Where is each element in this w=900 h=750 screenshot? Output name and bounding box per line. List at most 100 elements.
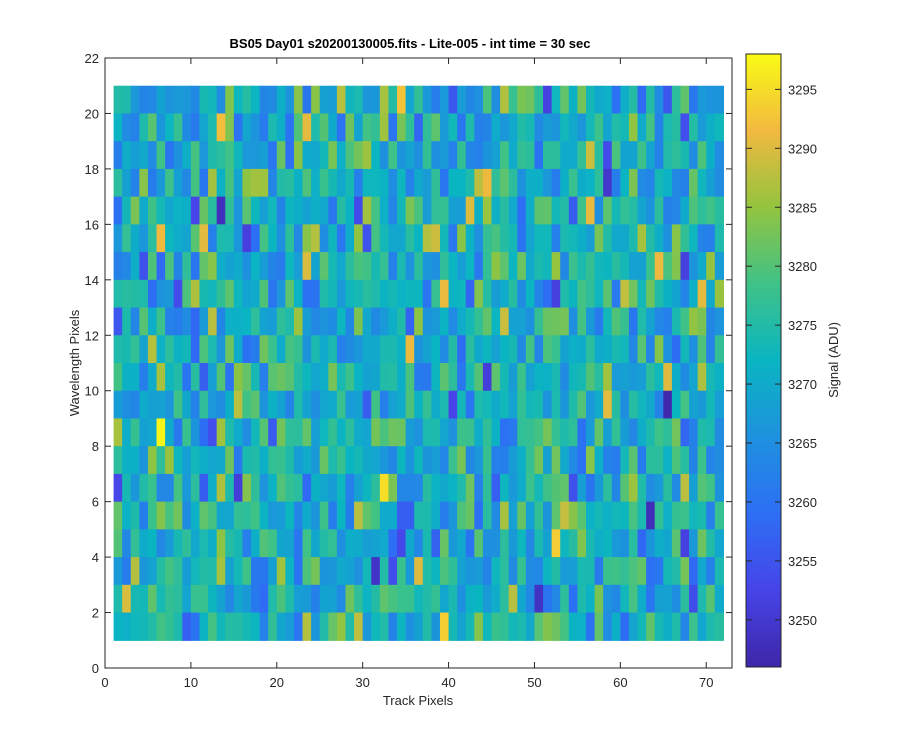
heatmap-cell [302, 141, 312, 170]
heatmap-cell [611, 612, 621, 641]
heatmap-cell [560, 279, 570, 309]
heatmap-cell [628, 335, 639, 364]
heatmap-cell [508, 335, 518, 364]
heatmap-cell [637, 168, 647, 198]
heatmap-cell [457, 113, 467, 142]
heatmap-cell [517, 307, 527, 336]
heatmap-cell [568, 612, 578, 641]
heatmap-cell [147, 418, 158, 447]
heatmap-cell [414, 85, 424, 115]
heatmap-cell [251, 168, 261, 198]
heatmap-cell [182, 335, 192, 364]
heatmap-cell [568, 557, 578, 586]
heatmap-cell [706, 85, 716, 115]
heatmap-cell [397, 390, 407, 420]
heatmap-cell [585, 196, 596, 225]
heatmap-cell [500, 335, 510, 364]
heatmap-cell [379, 363, 390, 392]
heatmap-cell [500, 557, 510, 586]
heatmap-cell [577, 501, 587, 530]
heatmap-cell [165, 252, 175, 281]
heatmap-cell [482, 279, 493, 309]
heatmap-cell [130, 473, 140, 503]
heatmap-cell [173, 418, 183, 447]
heatmap-cell [517, 113, 527, 142]
heatmap-cell [362, 584, 372, 614]
heatmap-cell [319, 501, 329, 530]
colorbar-tick-label: 3285 [788, 200, 817, 215]
heatmap-cell [482, 335, 493, 364]
heatmap-cell [628, 390, 639, 420]
heatmap-cell [293, 390, 304, 420]
heatmap-cell [671, 446, 682, 475]
heatmap-cell [388, 501, 398, 530]
heatmap-cell [611, 85, 621, 115]
heatmap-cell [268, 363, 278, 392]
heatmap-cell [457, 141, 467, 170]
heatmap-cell [465, 196, 475, 225]
heatmap-cell [165, 418, 175, 447]
heatmap-cell [122, 224, 132, 253]
heatmap-cell [585, 418, 596, 447]
heatmap-cell [517, 224, 527, 253]
heatmap-cell [482, 446, 493, 475]
heatmap-cell [594, 418, 604, 447]
heatmap-cell [603, 307, 613, 336]
heatmap-cell [216, 418, 226, 447]
heatmap-cell [354, 390, 364, 420]
heatmap-cell [165, 168, 175, 198]
heatmap-cell [628, 473, 639, 503]
heatmap-cell [130, 584, 140, 614]
heatmap-cell [276, 113, 286, 142]
heatmap-cell [199, 390, 209, 420]
heatmap-cell [560, 141, 570, 170]
heatmap-cell [216, 501, 226, 530]
heatmap-cell [517, 335, 527, 364]
heatmap-cell [680, 612, 690, 641]
heatmap-cell [422, 501, 432, 530]
heatmap-cell [508, 168, 518, 198]
heatmap-cell [122, 363, 132, 392]
heatmap-cell [671, 501, 682, 530]
heatmap-cell [268, 501, 278, 530]
heatmap-cell [354, 279, 364, 309]
y-tick-label: 14 [85, 273, 99, 288]
heatmap-cell [302, 612, 312, 641]
heatmap-cell [259, 168, 269, 198]
heatmap-cell [517, 584, 527, 614]
heatmap-cell [268, 335, 278, 364]
heatmap-cell [216, 363, 226, 392]
heatmap-cell [585, 307, 596, 336]
heatmap-cell [697, 446, 707, 475]
heatmap-cell [311, 196, 321, 225]
heatmap-cell [165, 446, 175, 475]
heatmap-cell [216, 113, 226, 142]
heatmap-cell [585, 584, 596, 614]
heatmap-cell [242, 390, 252, 420]
heatmap-cell [646, 473, 656, 503]
y-tick-label: 22 [85, 51, 99, 66]
heatmap-cell [302, 85, 312, 115]
heatmap-cell [594, 363, 604, 392]
heatmap-cell [697, 418, 707, 447]
heatmap-cell [585, 446, 596, 475]
heatmap-cell [216, 612, 226, 641]
heatmap-cell [560, 557, 570, 586]
heatmap-cell [354, 612, 364, 641]
heatmap-cell [379, 113, 390, 142]
heatmap-cell [577, 418, 587, 447]
heatmap-cell [534, 473, 544, 503]
heatmap-cell [293, 557, 304, 586]
heatmap-cell [285, 307, 295, 336]
heatmap-cell [646, 557, 656, 586]
heatmap-cell [130, 279, 140, 309]
heatmap-cell [689, 335, 699, 364]
x-tick-label: 0 [101, 675, 108, 690]
heatmap-cell [585, 529, 596, 558]
heatmap-cell [371, 335, 381, 364]
heatmap-cell [534, 196, 544, 225]
heatmap-cell [251, 446, 261, 475]
heatmap-cell [714, 113, 725, 142]
heatmap-cell [336, 418, 347, 447]
heatmap-cell [242, 363, 252, 392]
